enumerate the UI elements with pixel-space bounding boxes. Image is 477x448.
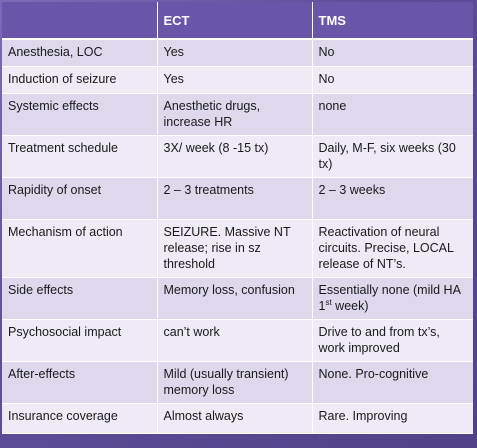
row-label: Treatment schedule [2,135,158,178]
ordinal-suffix: st [325,297,332,307]
ect-cell: Anesthetic drugs, increase HR [157,93,313,136]
ect-cell: 3X/ week (8 -15 tx) [157,135,313,178]
header-row: ECT TMS [2,2,473,40]
table-row: Induction of seizure Yes No [2,66,473,94]
tms-text-post: week) [331,298,369,313]
row-label: Systemic effects [2,93,158,136]
table-row: Treatment schedule 3X/ week (8 -15 tx) D… [2,135,473,178]
row-label: Psychosocial impact [2,319,158,362]
comparison-table: ECT TMS Anesthesia, LOC Yes No Induction… [2,2,473,434]
tms-cell: Rare. Improving [312,403,473,434]
header-ect: ECT [157,2,313,40]
table-row: Rapidity of onset 2 – 3 treatments 2 – 3… [2,177,473,220]
ect-cell: 2 – 3 treatments [157,177,313,220]
ect-cell: Mild (usually transient) memory loss [157,361,313,404]
ect-cell: can’t work [157,319,313,362]
tms-cell: Daily, M-F, six weeks (30 tx) [312,135,473,178]
header-tms: TMS [312,2,473,40]
row-label: Side effects [2,277,158,320]
tms-cell: Essentially none (mild HA 1st week) [312,277,473,320]
row-label: Mechanism of action [2,219,158,278]
table-row: Systemic effects Anesthetic drugs, incre… [2,93,473,136]
table-row: Anesthesia, LOC Yes No [2,39,473,67]
tms-cell: No [312,39,473,67]
ect-cell: Memory loss, confusion [157,277,313,320]
ect-cell: Yes [157,39,313,67]
table-row: Psychosocial impact can’t work Drive to … [2,319,473,362]
tms-text-pre: Essentially none (mild HA 1 [318,282,461,313]
row-label: Insurance coverage [2,403,158,434]
row-label: Induction of seizure [2,66,158,94]
ect-cell: Yes [157,66,313,94]
tms-cell: Drive to and from tx’s, work improved [312,319,473,362]
tms-cell: Reactivation of neural circuits. Precise… [312,219,473,278]
tms-cell: None. Pro-cognitive [312,361,473,404]
table-row: Side effects Memory loss, confusion Esse… [2,277,473,320]
table-row: Mechanism of action SEIZURE. Massive NT … [2,219,473,278]
row-label: Anesthesia, LOC [2,39,158,67]
tms-cell: 2 – 3 weeks [312,177,473,220]
table-row: After-effects Mild (usually transient) m… [2,361,473,404]
row-label: After-effects [2,361,158,404]
ect-cell: Almost always [157,403,313,434]
tms-cell: No [312,66,473,94]
row-label: Rapidity of onset [2,177,158,220]
table-row: Insurance coverage Almost always Rare. I… [2,403,473,434]
ect-cell: SEIZURE. Massive NT release; rise in sz … [157,219,313,278]
header-blank [2,2,158,40]
tms-cell: none [312,93,473,136]
